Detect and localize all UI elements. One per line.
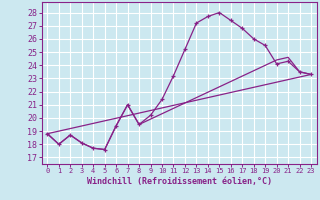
X-axis label: Windchill (Refroidissement éolien,°C): Windchill (Refroidissement éolien,°C) (87, 177, 272, 186)
